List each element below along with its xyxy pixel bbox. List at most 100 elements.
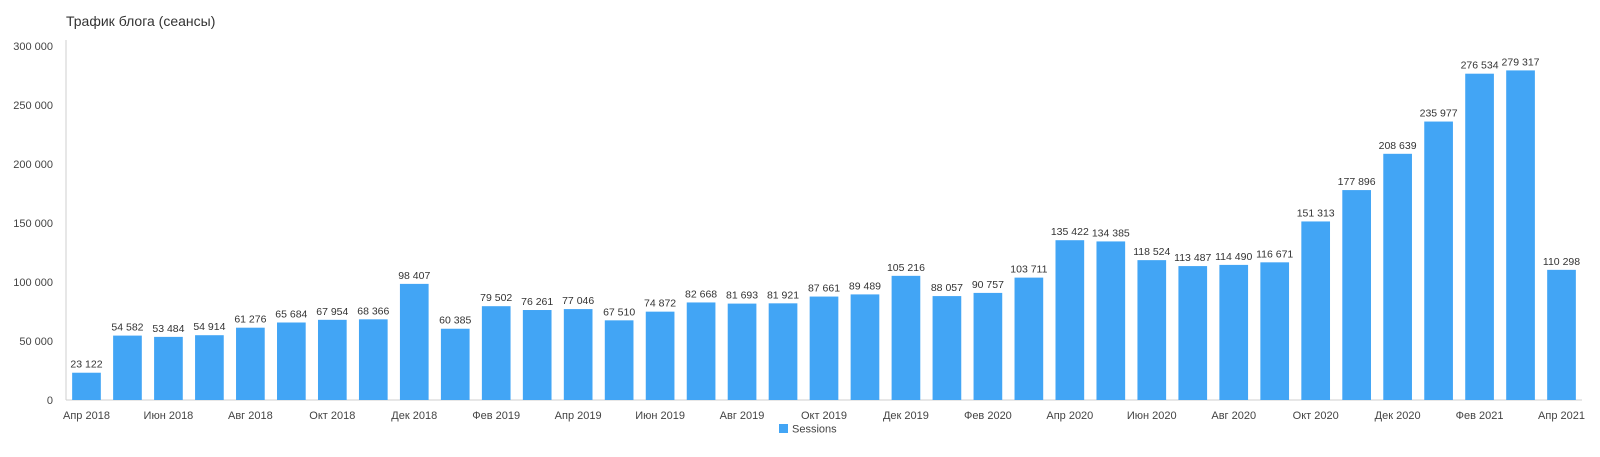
data-label: 135 422: [1051, 226, 1089, 238]
data-label: 68 366: [357, 305, 389, 317]
data-label: 74 872: [644, 298, 676, 310]
x-tick-label: Окт 2018: [309, 410, 355, 422]
bar: [1506, 70, 1535, 400]
bar: [522, 310, 552, 400]
x-tick-label: Фев 2020: [964, 410, 1012, 422]
bar: [645, 311, 675, 400]
x-tick-label: Апр 2020: [1046, 410, 1093, 422]
bar: [358, 319, 388, 400]
x-tick-label: Фев 2021: [1456, 410, 1504, 422]
bar: [236, 327, 265, 400]
data-label: 60 385: [439, 315, 471, 327]
data-label: 151 313: [1297, 207, 1335, 219]
data-label: 98 407: [398, 270, 430, 282]
x-tick-label: Дек 2019: [883, 410, 929, 422]
bar: [604, 320, 634, 400]
y-tick-label: 300 000: [13, 41, 53, 53]
bar: [1424, 121, 1453, 400]
bar: [72, 372, 101, 400]
bar: [113, 335, 142, 400]
bar: [1137, 260, 1167, 400]
x-tick-label: Апр 2018: [63, 410, 110, 422]
data-label: 53 484: [152, 323, 184, 335]
data-label: 276 534: [1461, 60, 1499, 72]
bar: [809, 296, 839, 400]
data-label: 67 954: [316, 306, 348, 318]
y-tick-label: 200 000: [13, 159, 53, 171]
bar: [399, 283, 429, 400]
bar: [1096, 241, 1126, 400]
data-label: 76 261: [521, 296, 553, 308]
bar: [727, 303, 757, 400]
legend-label: Sessions: [792, 424, 837, 436]
bar: [768, 303, 798, 400]
bar: [277, 322, 306, 400]
bar: [195, 335, 224, 400]
x-tick-label: Июн 2020: [1127, 410, 1177, 422]
x-tick-label: Дек 2020: [1375, 410, 1421, 422]
data-label: 114 490: [1215, 251, 1252, 263]
y-tick-label: 250 000: [13, 100, 53, 112]
data-label: 81 693: [726, 290, 758, 302]
data-label: 87 661: [808, 283, 840, 295]
bar: [1219, 264, 1249, 400]
bar: [440, 328, 470, 400]
bar: [481, 306, 511, 400]
x-tick-label: Июн 2019: [635, 410, 685, 422]
data-label: 54 914: [193, 321, 225, 333]
data-label: 134 385: [1092, 227, 1130, 239]
data-label: 89 489: [849, 280, 881, 292]
x-tick-label: Окт 2020: [1293, 410, 1339, 422]
y-tick-label: 100 000: [13, 277, 53, 289]
data-label: 90 757: [972, 279, 1004, 291]
bar: [1055, 240, 1085, 400]
bar: [317, 319, 347, 400]
bar: [686, 302, 716, 400]
bar: [1383, 153, 1412, 400]
y-tick-label: 150 000: [13, 218, 53, 230]
bar: [1301, 221, 1331, 400]
data-label: 23 122: [70, 359, 102, 371]
data-label: 235 977: [1420, 108, 1458, 120]
x-tick-label: Июн 2018: [144, 410, 194, 422]
bar: [850, 294, 880, 400]
data-label: 77 046: [562, 295, 594, 307]
x-tick-label: Фев 2019: [472, 410, 520, 422]
bar: [154, 336, 183, 400]
data-label: 116 671: [1256, 248, 1293, 260]
x-tick-label: Авг 2019: [720, 410, 765, 422]
legend-swatch: [779, 424, 788, 433]
data-label: 67 510: [603, 306, 635, 318]
data-label: 61 276: [234, 314, 266, 326]
x-tick-label: Авг 2020: [1211, 410, 1256, 422]
chart-title: Трафик блога (сеансы): [66, 13, 216, 29]
data-label: 113 487: [1174, 252, 1211, 264]
data-label: 105 216: [887, 262, 925, 274]
data-label: 177 896: [1338, 176, 1376, 188]
data-label: 81 921: [767, 289, 799, 301]
bar: [891, 275, 921, 400]
data-label: 88 057: [931, 282, 963, 294]
bar: [563, 309, 593, 400]
y-tick-label: 50 000: [19, 336, 53, 348]
x-tick-label: Авг 2018: [228, 410, 273, 422]
data-label: 54 582: [111, 322, 143, 334]
bar: [1465, 73, 1494, 400]
x-tick-label: Апр 2021: [1538, 410, 1585, 422]
x-tick-label: Апр 2019: [555, 410, 602, 422]
bar: [973, 292, 1003, 400]
bar: [1260, 262, 1290, 400]
y-tick-label: 0: [47, 395, 53, 407]
x-tick-label: Окт 2019: [801, 410, 847, 422]
data-label: 118 524: [1133, 246, 1170, 258]
bar: [1342, 190, 1371, 400]
data-label: 79 502: [480, 292, 512, 304]
bar: [1178, 266, 1208, 400]
data-label: 65 684: [275, 308, 307, 320]
x-tick-label: Дек 2018: [391, 410, 437, 422]
bar: [1547, 269, 1576, 400]
data-label: 103 711: [1010, 264, 1047, 276]
data-label: 279 317: [1502, 56, 1540, 68]
